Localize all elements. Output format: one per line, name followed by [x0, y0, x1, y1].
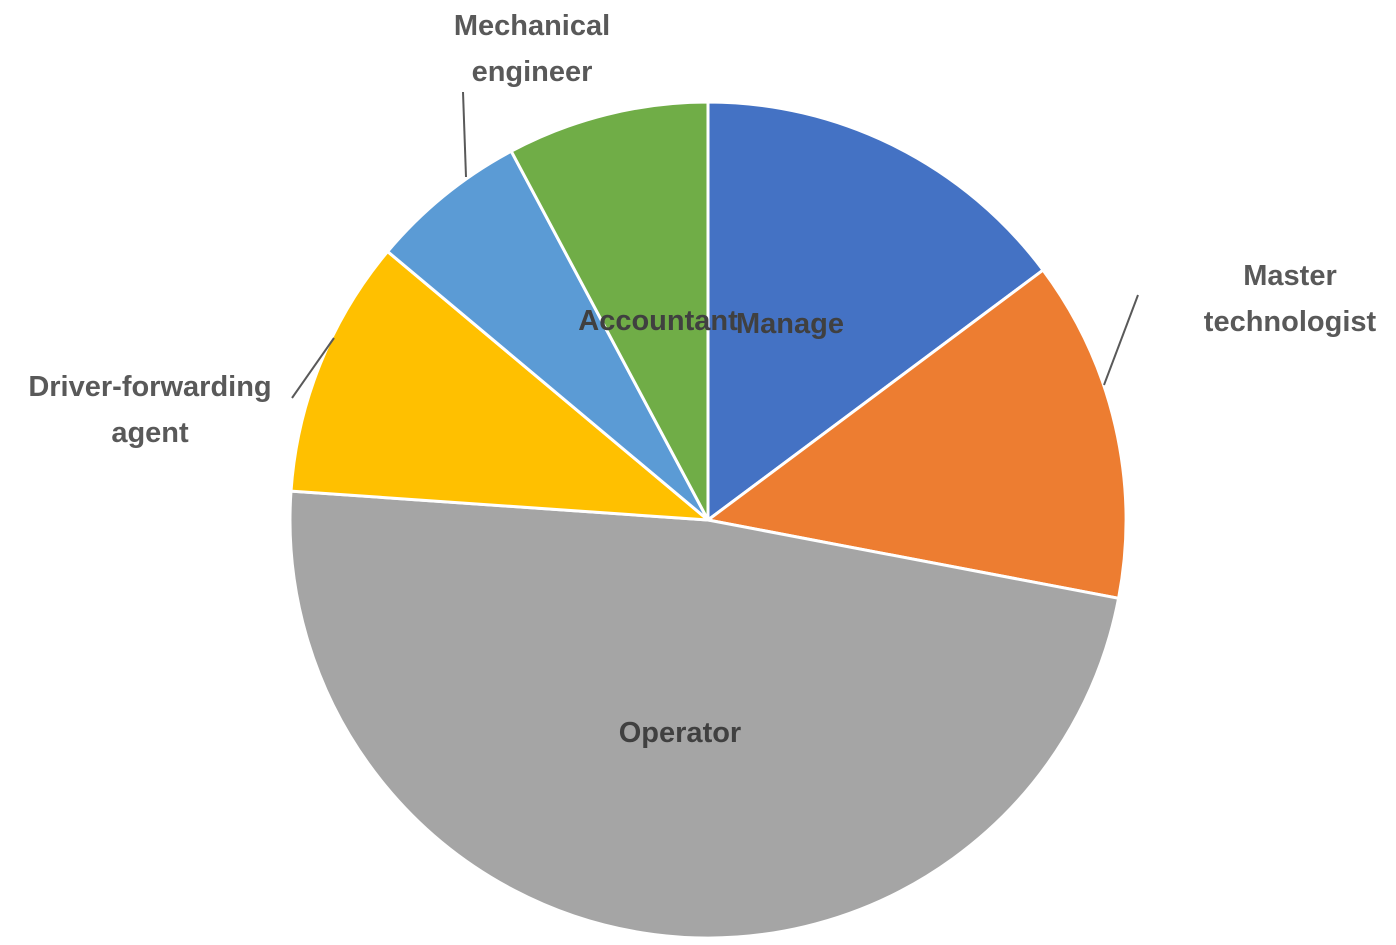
slice-label-line: agent	[111, 417, 189, 449]
pie-slice-accountant	[509, 100, 710, 521]
slice-label-manage: Manage	[736, 308, 844, 340]
pie-slice-driver-forwarding-agent	[289, 249, 713, 522]
pie-slice-operator	[288, 489, 1121, 940]
slice-label-driver-forwarding-agent: Driver-forwarding agent	[28, 371, 271, 449]
leader-line-master-technologist	[1103, 294, 1139, 386]
slice-label-line: Driver-forwarding	[28, 371, 271, 403]
slice-label-line: Accountant	[578, 305, 738, 337]
slice-label-accountant: Accountant	[578, 305, 738, 337]
leader-line-driver-forwarding-agent	[291, 337, 335, 399]
slice-label-line: Operator	[619, 717, 741, 749]
pie-slice-mechanical-engineer	[385, 149, 710, 522]
slice-labels: Manage Master technologist Operator Driver-f…	[28, 10, 1376, 749]
slice-label-line: Mechanical	[454, 10, 610, 42]
pie-slices	[288, 100, 1128, 940]
slice-label-line: engineer	[472, 56, 593, 88]
slice-label-operator: Operator	[619, 717, 741, 749]
slice-label-mechanical-engineer: Mechanical engineer	[454, 10, 610, 88]
pie-slice-master-technologist	[704, 267, 1128, 601]
slice-label-line: Manage	[736, 308, 844, 340]
leader-line-mechanical-engineer	[462, 91, 467, 178]
leader-lines	[291, 91, 1139, 399]
slice-label-master-technologist: Master technologist	[1204, 260, 1377, 338]
slice-label-line: technologist	[1204, 306, 1377, 338]
pie-slice-manage	[706, 100, 1046, 523]
slice-label-line: Master	[1243, 260, 1337, 292]
